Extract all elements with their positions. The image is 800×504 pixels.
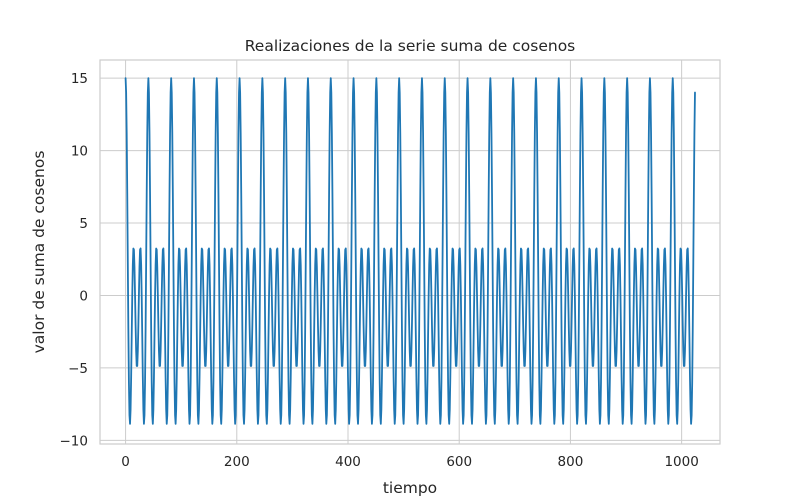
y-axis-label: valor de suma de cosenos — [30, 151, 48, 354]
chart-title: Realizaciones de la serie suma de coseno… — [245, 37, 576, 55]
y-tick-label: 10 — [71, 144, 88, 160]
series-layer — [124, 77, 696, 425]
x-tick-label: 600 — [446, 454, 472, 470]
x-tick-label: 800 — [558, 454, 584, 470]
y-tick-label: −5 — [68, 361, 88, 377]
y-tick-label: 0 — [79, 288, 88, 304]
x-tick-label: 0 — [121, 454, 130, 470]
x-axis-label: tiempo — [383, 479, 437, 497]
y-tick-label: 5 — [79, 216, 88, 232]
y-tick-label: −10 — [60, 433, 89, 449]
x-tick-label: 400 — [335, 454, 361, 470]
y-tick-labels: −10 −5 0 5 10 15 — [60, 71, 89, 449]
series-line — [124, 77, 696, 425]
plot-frame — [99, 59, 721, 445]
y-tick-label: 15 — [71, 71, 88, 87]
x-tick-label: 200 — [224, 454, 250, 470]
x-tick-labels: 0 200 400 600 800 1000 — [121, 454, 699, 470]
x-tick-label: 1000 — [664, 454, 698, 470]
